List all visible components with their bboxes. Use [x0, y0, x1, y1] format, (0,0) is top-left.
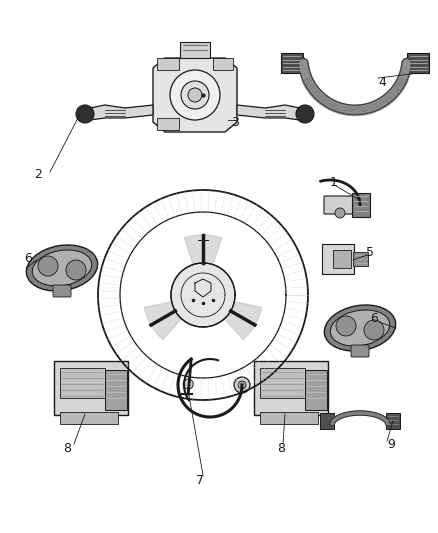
Polygon shape: [144, 302, 182, 340]
Ellipse shape: [32, 250, 92, 286]
FancyBboxPatch shape: [305, 370, 327, 410]
FancyBboxPatch shape: [157, 58, 179, 70]
Text: 2: 2: [34, 168, 42, 182]
Text: 7: 7: [196, 473, 204, 487]
Polygon shape: [237, 105, 305, 120]
Polygon shape: [224, 302, 261, 340]
FancyBboxPatch shape: [351, 345, 369, 357]
FancyBboxPatch shape: [105, 370, 127, 410]
Circle shape: [335, 208, 345, 218]
FancyBboxPatch shape: [53, 285, 71, 297]
FancyBboxPatch shape: [333, 250, 351, 268]
FancyBboxPatch shape: [213, 58, 233, 70]
FancyBboxPatch shape: [60, 368, 105, 398]
Circle shape: [170, 70, 220, 120]
Circle shape: [181, 81, 209, 109]
Text: 8: 8: [63, 441, 71, 455]
Circle shape: [76, 105, 94, 123]
FancyBboxPatch shape: [407, 53, 429, 73]
FancyBboxPatch shape: [60, 412, 118, 424]
FancyBboxPatch shape: [324, 196, 354, 214]
FancyBboxPatch shape: [281, 53, 303, 73]
Polygon shape: [184, 235, 222, 264]
FancyBboxPatch shape: [353, 252, 368, 266]
FancyBboxPatch shape: [320, 413, 334, 429]
FancyBboxPatch shape: [54, 361, 128, 415]
Text: 1: 1: [330, 175, 338, 189]
Circle shape: [183, 379, 193, 389]
Circle shape: [66, 260, 86, 280]
Circle shape: [336, 316, 356, 336]
Text: 3: 3: [231, 116, 239, 128]
Circle shape: [238, 381, 246, 389]
FancyBboxPatch shape: [180, 42, 210, 58]
Circle shape: [296, 105, 314, 123]
Ellipse shape: [324, 305, 396, 351]
Text: 6: 6: [370, 311, 378, 325]
Polygon shape: [171, 263, 235, 327]
Polygon shape: [85, 105, 153, 120]
Circle shape: [234, 377, 250, 393]
FancyBboxPatch shape: [322, 244, 354, 274]
Circle shape: [188, 88, 202, 102]
Text: 6: 6: [24, 252, 32, 264]
Text: 5: 5: [366, 246, 374, 260]
Circle shape: [38, 256, 58, 276]
FancyBboxPatch shape: [352, 193, 370, 217]
Text: 9: 9: [387, 439, 395, 451]
Text: 4: 4: [378, 76, 386, 88]
FancyBboxPatch shape: [254, 361, 328, 415]
Ellipse shape: [26, 245, 98, 291]
FancyBboxPatch shape: [386, 413, 400, 429]
Polygon shape: [153, 58, 237, 132]
Circle shape: [364, 320, 384, 340]
FancyBboxPatch shape: [260, 412, 318, 424]
Ellipse shape: [330, 310, 390, 346]
FancyBboxPatch shape: [260, 368, 305, 398]
Text: 8: 8: [277, 441, 285, 455]
FancyBboxPatch shape: [157, 118, 179, 130]
